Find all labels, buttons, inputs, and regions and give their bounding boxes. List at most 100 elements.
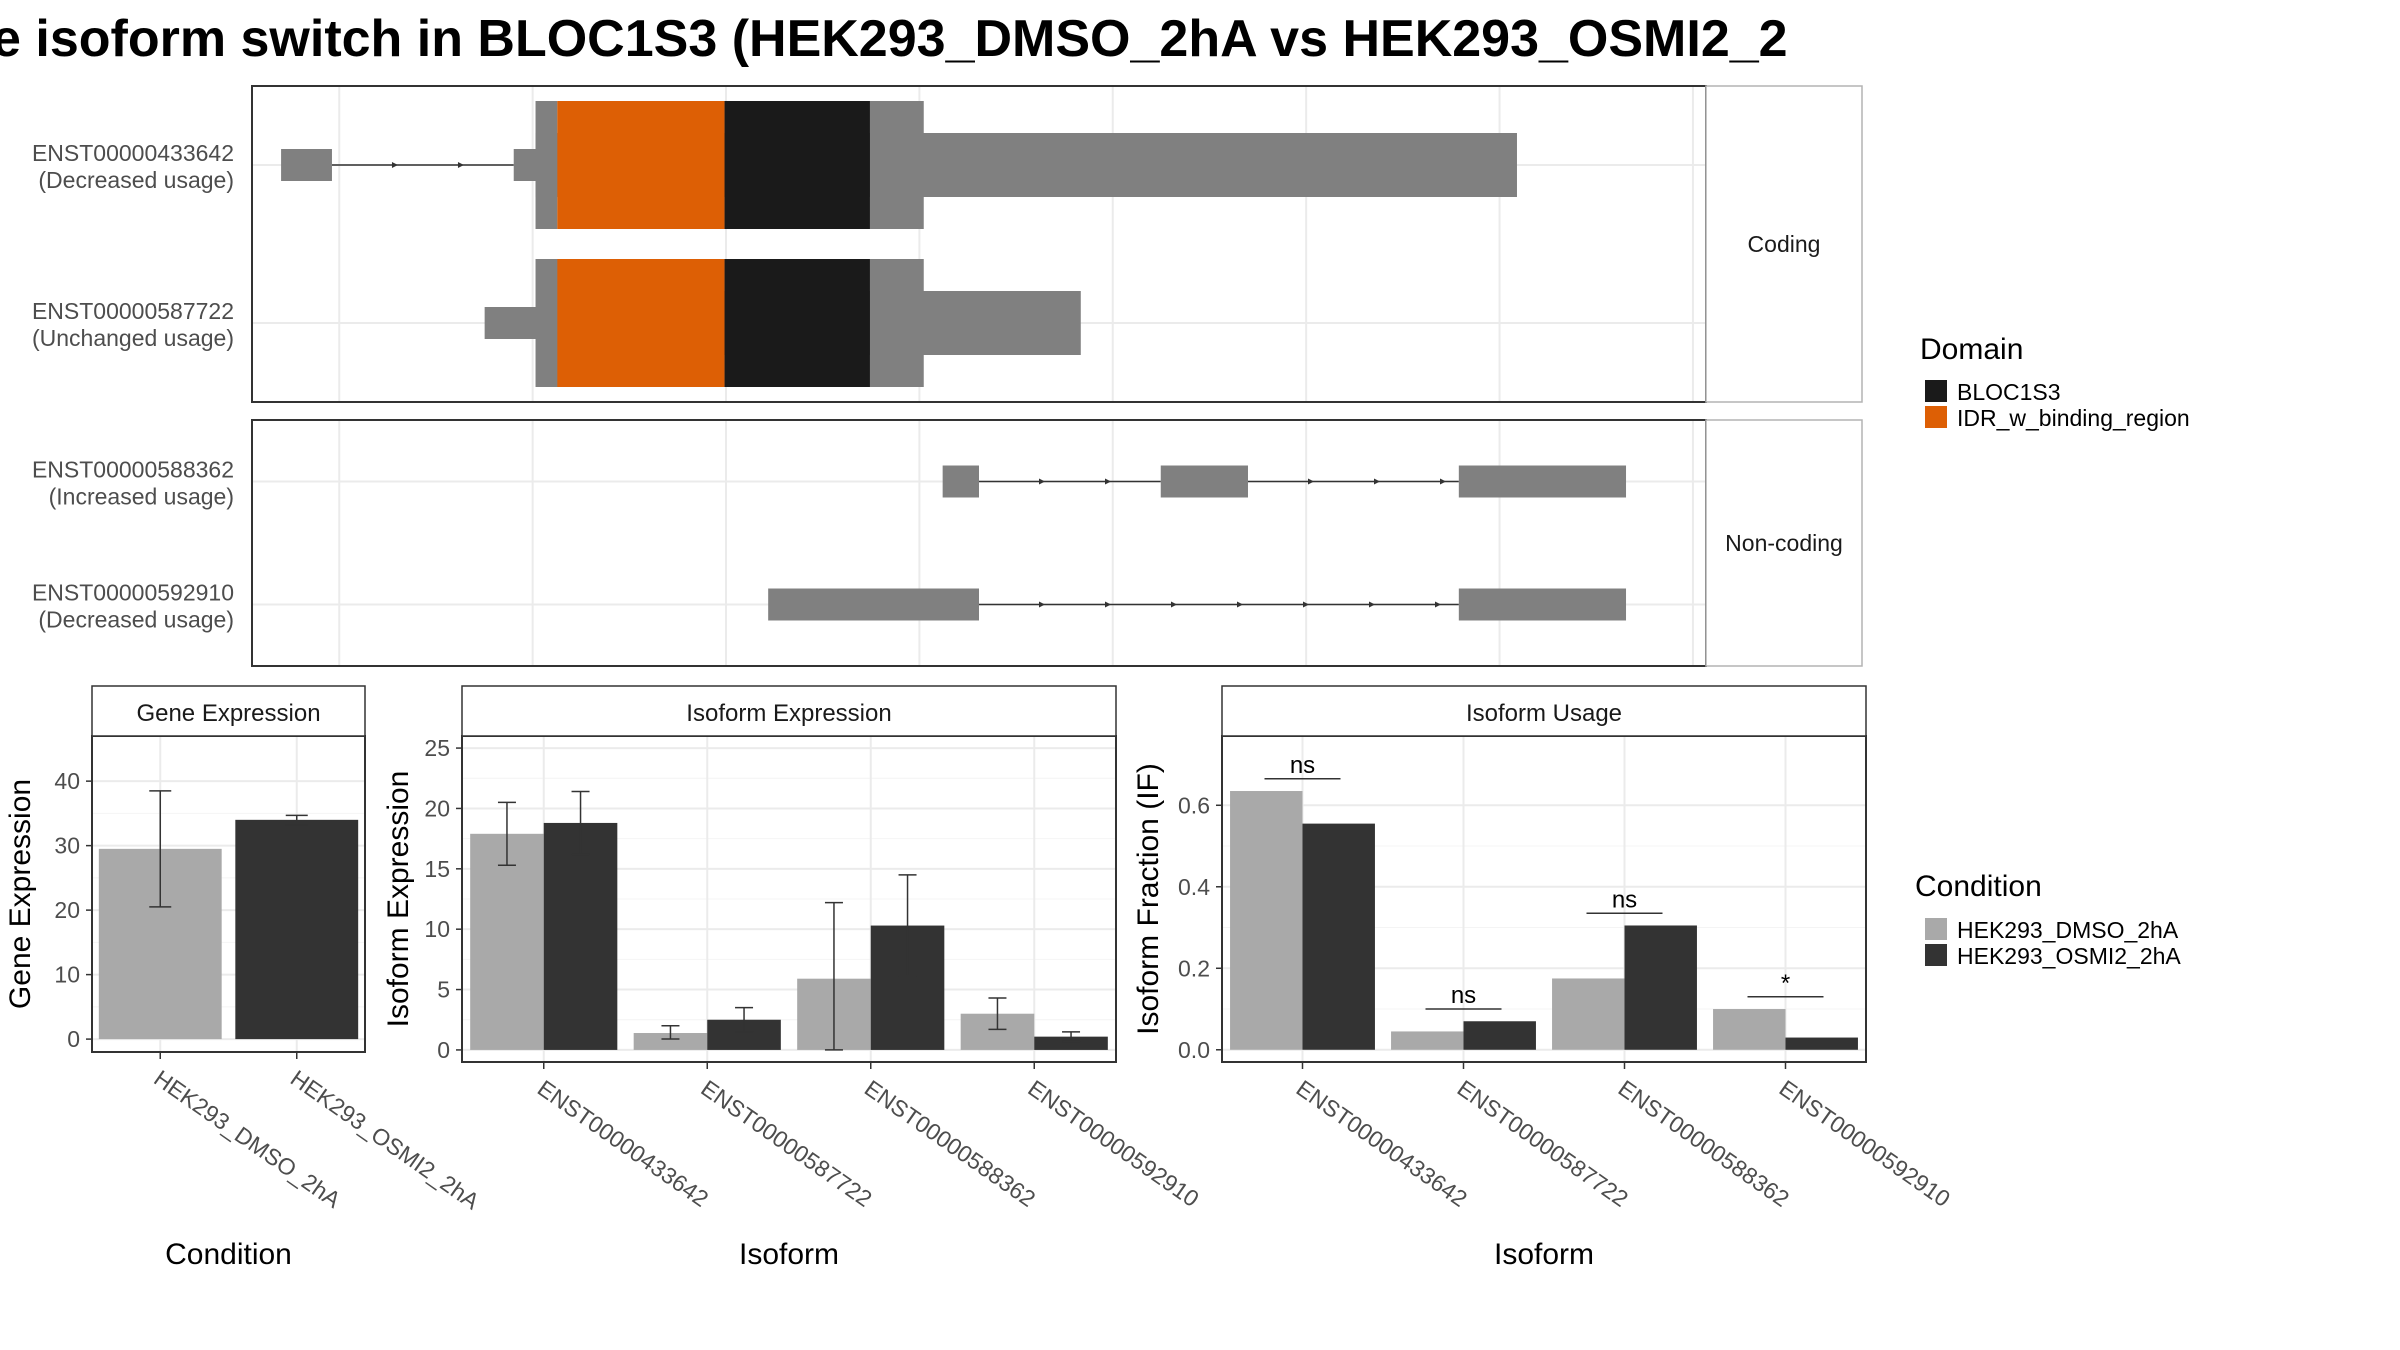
- x-axis-label: Condition: [165, 1238, 292, 1271]
- intron-arrow: [1039, 601, 1045, 608]
- significance-label: ns: [1451, 982, 1476, 1009]
- domain-legend-label: IDR_w_binding_region: [1957, 405, 2190, 431]
- exon-block: [535, 101, 558, 229]
- x-axis-label: Isoform: [739, 1238, 839, 1271]
- intron-arrow: [1039, 478, 1045, 485]
- bar-hek293_dmso_2ha: [1391, 1031, 1464, 1050]
- facet-strip: [1705, 85, 1863, 403]
- domain-legend-key-bloc1s3: [1925, 380, 1947, 402]
- x-tick-label: ENST00000587722: [696, 1075, 876, 1212]
- exon-block: [869, 101, 924, 229]
- x-tick-label: ENST00000433642: [1292, 1075, 1472, 1212]
- isoform-row-label: ENST00000433642: [32, 140, 234, 166]
- y-tick-label: 0.4: [1178, 874, 1210, 900]
- exon-block: [869, 259, 924, 387]
- x-tick-label: ENST00000588362: [1614, 1075, 1794, 1212]
- chart-title-strip: [461, 685, 1117, 737]
- bar-hek293_osmi2_2ha: [543, 822, 618, 1050]
- condition-legend: Condition HEK293_DMSO_2hA HEK293_OSMI2_2…: [1915, 870, 2181, 969]
- y-axis-label: Isoform Expression: [382, 771, 415, 1028]
- y-tick-label: 0.6: [1178, 792, 1210, 818]
- intron-arrow: [1303, 601, 1309, 608]
- x-tick-label: ENST00000588362: [860, 1075, 1040, 1212]
- intron-arrow: [1439, 478, 1446, 485]
- bar-hek293_dmso_2ha: [633, 1033, 708, 1050]
- intron-arrow: [1307, 478, 1314, 485]
- intron-arrow: [1105, 601, 1111, 608]
- domain-bloc1s3-block: [724, 259, 870, 387]
- y-tick-label: 25: [424, 735, 450, 761]
- x-tick-label: ENST00000587722: [1453, 1075, 1633, 1212]
- condition-legend-key-dmso: [1925, 918, 1947, 940]
- y-axis-label: Gene Expression: [4, 779, 37, 1009]
- exon-block: [1160, 465, 1248, 498]
- y-tick-label: 0: [67, 1026, 80, 1052]
- domain-bloc1s3-block: [724, 101, 870, 229]
- chart-title: Isoform Usage: [1466, 700, 1622, 727]
- isoform-usage-label: (Increased usage): [49, 484, 234, 510]
- bar-hek293_osmi2_2ha: [235, 819, 359, 1040]
- isoform-usage-label: (Decreased usage): [38, 607, 234, 633]
- bar-hek293_osmi2_2ha: [1463, 1021, 1536, 1050]
- exon-block: [281, 149, 332, 181]
- significance-label: ns: [1612, 886, 1637, 913]
- significance-label: *: [1781, 970, 1790, 997]
- isoform-usage-label: (Decreased usage): [38, 167, 234, 193]
- isoform-row-label: ENST00000587722: [32, 298, 234, 324]
- x-tick-label: ENST00000592910: [1775, 1075, 1955, 1212]
- intron-arrow: [1171, 601, 1177, 608]
- condition-legend-label: HEK293_DMSO_2hA: [1957, 917, 2179, 943]
- bar-hek293_osmi2_2ha: [1034, 1036, 1108, 1050]
- y-tick-label: 0.2: [1178, 955, 1210, 981]
- chart-title-strip: [91, 685, 366, 737]
- y-tick-label: 10: [424, 916, 450, 942]
- exon-block: [768, 588, 979, 621]
- intron-arrow: [1435, 601, 1441, 608]
- isoform-row-label: ENST00000588362: [32, 457, 234, 483]
- isoform-row-label: ENST00000592910: [32, 580, 234, 606]
- bar-hek293_dmso_2ha: [470, 833, 544, 1050]
- y-tick-label: 10: [54, 962, 80, 988]
- y-tick-label: 5: [437, 977, 450, 1003]
- bar-hek293_osmi2_2ha: [1624, 925, 1697, 1050]
- chart-title: Isoform Expression: [686, 700, 891, 727]
- intron-arrow: [1105, 478, 1111, 485]
- domain-idr_w_binding_region-block: [557, 101, 725, 229]
- intron-arrow: [1237, 601, 1243, 608]
- intron-arrow: [1373, 478, 1380, 485]
- chart-title: Gene Expression: [136, 700, 320, 727]
- y-tick-label: 20: [424, 795, 450, 821]
- exon-block: [942, 465, 979, 498]
- bar-hek293_dmso_2ha: [1713, 1009, 1786, 1050]
- intron-arrow: [1369, 601, 1375, 608]
- intron-arrow: [391, 162, 398, 168]
- domain-legend-label: BLOC1S3: [1957, 379, 2061, 405]
- domain-idr_w_binding_region-block: [557, 259, 725, 387]
- condition-legend-label: HEK293_OSMI2_2hA: [1957, 943, 2181, 969]
- y-tick-label: 0: [437, 1037, 450, 1063]
- condition-legend-key-osmi2: [1925, 944, 1947, 966]
- domain-legend-key-idr: [1925, 406, 1947, 428]
- y-tick-label: 30: [54, 833, 80, 859]
- bar-hek293_dmso_2ha: [1230, 791, 1303, 1050]
- bar-hek293_osmi2_2ha: [1785, 1037, 1858, 1050]
- x-tick-label: ENST00000592910: [1023, 1075, 1203, 1212]
- intron-arrow: [457, 162, 464, 168]
- y-tick-label: 20: [54, 897, 80, 923]
- x-tick-label: ENST00000433642: [533, 1075, 713, 1212]
- x-axis-label: Isoform: [1494, 1238, 1594, 1271]
- significance-label: ns: [1290, 752, 1315, 779]
- exon-block: [513, 149, 536, 181]
- y-tick-label: 0.0: [1178, 1037, 1210, 1063]
- facet-strip-label: Coding: [1748, 231, 1821, 257]
- isoform-usage-label: (Unchanged usage): [32, 325, 234, 351]
- exon-block: [1458, 465, 1627, 498]
- condition-legend-title: Condition: [1915, 870, 2042, 903]
- isoform-structure-plot: ENST00000433642(Decreased usage)ENST0000…: [32, 85, 1863, 667]
- bar-hek293_dmso_2ha: [1552, 978, 1625, 1050]
- figure-title: e isoform switch in BLOC1S3 (HEK293_DMSO…: [0, 10, 1788, 68]
- y-tick-label: 40: [54, 768, 80, 794]
- structure-panel-bg: [252, 420, 1706, 666]
